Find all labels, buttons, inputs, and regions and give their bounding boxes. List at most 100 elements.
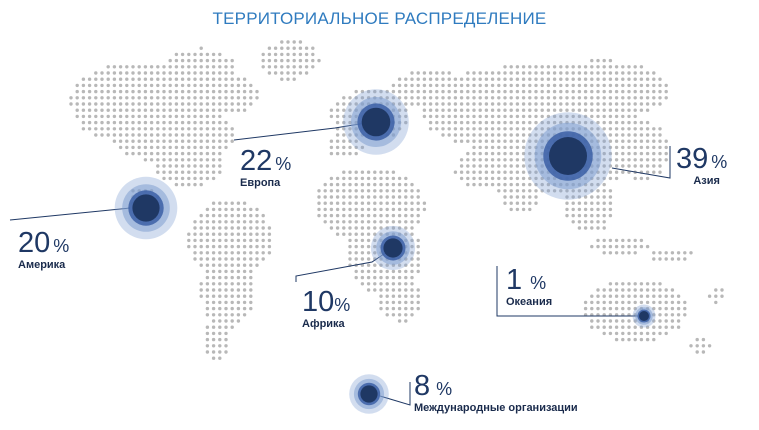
map-dot [187, 145, 191, 150]
map-dot [416, 257, 420, 261]
map-dot [187, 65, 191, 69]
map-dot [707, 344, 712, 348]
map-dot [652, 71, 656, 75]
map-dot [236, 244, 241, 249]
map-dot [230, 77, 234, 81]
map-dot [540, 189, 544, 193]
map-dot [478, 182, 482, 187]
map-dot [478, 77, 482, 81]
map-dot [509, 139, 513, 143]
map-dot [627, 331, 631, 336]
map-dot [484, 133, 489, 137]
map-dot [342, 108, 346, 112]
map-dot [404, 114, 408, 119]
map-dot [608, 319, 613, 323]
europe-value: 22 [240, 145, 273, 177]
map-dot [348, 114, 352, 119]
map-dot [193, 71, 197, 75]
map-dot [87, 89, 92, 94]
map-dot [199, 238, 203, 243]
map-dot [614, 89, 619, 94]
map-dot [627, 164, 631, 168]
map-dot [218, 300, 222, 305]
map-dot [205, 164, 210, 168]
map-dot [373, 182, 377, 187]
map-dot [298, 71, 303, 75]
map-dot [249, 226, 253, 230]
map-dot [608, 176, 613, 181]
map-dot [162, 102, 166, 106]
map-dot [497, 108, 501, 112]
map-dot [354, 251, 358, 255]
map-dot [242, 226, 247, 230]
map-dot [298, 52, 303, 57]
map-dot [484, 102, 489, 106]
map-dot [670, 294, 675, 298]
label-oceania: 1% Океания [506, 265, 552, 309]
map-dot [484, 182, 489, 187]
map-dot [131, 114, 135, 119]
map-dot [614, 120, 619, 125]
map-dot [521, 182, 526, 187]
map-dot [230, 139, 234, 143]
map-dot [218, 71, 222, 75]
map-dot [509, 77, 513, 81]
map-dot [435, 89, 439, 94]
map-dot [528, 170, 532, 174]
map-dot [540, 89, 544, 94]
map-dot [571, 195, 575, 199]
map-dot [490, 145, 495, 150]
map-dot [112, 139, 117, 143]
map-dot [404, 269, 408, 274]
map-dot [509, 83, 513, 88]
map-dot [193, 251, 197, 255]
map-dot [366, 220, 371, 224]
map-dot [466, 151, 470, 156]
map-dot [323, 213, 327, 218]
map-dot [472, 158, 476, 162]
map-dot [230, 294, 234, 298]
map-dot [180, 170, 185, 174]
map-dot [683, 313, 687, 317]
map-dot [645, 158, 650, 162]
map-dot [149, 133, 154, 137]
map-dot [125, 83, 129, 88]
map-dot [397, 182, 402, 187]
map-dot [596, 83, 600, 88]
map-dot [242, 83, 247, 88]
map-dot [242, 77, 247, 81]
map-dot [608, 325, 613, 329]
map-dot [236, 313, 241, 317]
map-dot [621, 89, 625, 94]
map-dot [416, 207, 420, 212]
map-dot [602, 83, 606, 88]
map-dot [459, 77, 464, 81]
map-dot [571, 83, 575, 88]
map-dot [180, 58, 185, 63]
map-dot [645, 89, 650, 94]
map-dot [230, 207, 234, 212]
map-dot [211, 145, 216, 150]
america-unit: % [53, 236, 70, 256]
map-dot [205, 89, 210, 94]
map-dot [497, 170, 501, 174]
map-dot [230, 89, 234, 94]
map-dot [428, 96, 433, 100]
map-dot [211, 108, 216, 112]
map-dot [360, 201, 365, 205]
bubble-oceania [632, 304, 656, 328]
map-dot [218, 275, 222, 280]
map-dot [354, 275, 358, 280]
map-dot [211, 58, 216, 63]
map-dot [94, 114, 98, 119]
map-dot [410, 300, 414, 305]
map-dot [590, 325, 594, 329]
map-dot [373, 282, 377, 286]
map-dot [137, 83, 141, 88]
map-dot [211, 77, 216, 81]
map-dot [540, 65, 544, 69]
map-dot [118, 89, 123, 94]
map-dot [509, 189, 513, 193]
map-dot [218, 213, 222, 218]
map-dot [404, 108, 408, 112]
